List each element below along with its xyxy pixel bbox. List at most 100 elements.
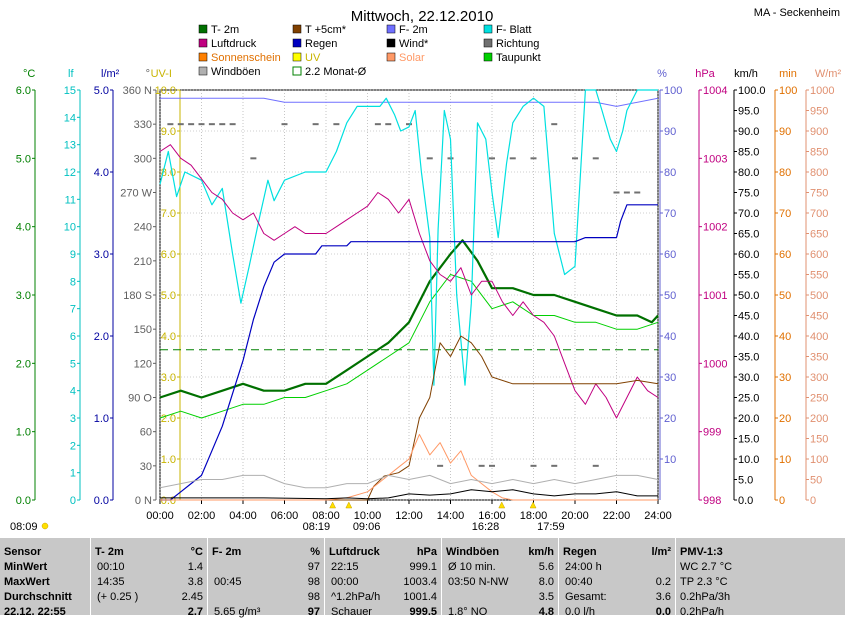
legend-swatch	[292, 66, 302, 76]
x-tick-label: 10:00	[354, 510, 382, 522]
axis-tick-label-right: 200	[810, 413, 828, 425]
axis-tick-label-right: 100.0	[738, 85, 766, 97]
axis-tick-label-right: 30.0	[738, 372, 759, 384]
x-tick-label: 02:00	[188, 510, 216, 522]
axis-unit-right: W/m²	[815, 68, 842, 80]
axis-tick-label-left: 90 O	[128, 393, 152, 405]
legend-swatch	[483, 38, 493, 48]
axis-tick-label-right: 999	[703, 427, 721, 439]
axis-tick-label-left: 8	[70, 276, 76, 288]
table-header-name: Windböen	[446, 546, 500, 558]
table-header: Windböen km/h	[442, 545, 558, 559]
series-line-f-blatt	[159, 89, 658, 386]
axis-tick-label-right: 900	[810, 126, 828, 138]
table-header-unit: °C	[190, 546, 203, 558]
axis-tick-label-right: 40.0	[738, 331, 759, 343]
axis-tick-label-right: 950	[810, 106, 828, 118]
sun-mark-label: 08:19	[303, 521, 331, 533]
axis-tick-label-right: 300	[810, 372, 828, 384]
axis-tick-label-right: 80	[664, 167, 676, 179]
table-cell-value: 3.8	[187, 576, 203, 588]
table-cell: Durchschnitt	[0, 590, 90, 604]
sun-mark-icon	[345, 501, 353, 509]
table-cell-value: 3.6	[655, 591, 671, 603]
legend-label: 2.2 Monat-Ø	[305, 66, 367, 78]
axis-tick-label-right: 20	[779, 413, 791, 425]
axis-tick-label-right: 10	[664, 454, 676, 466]
table-cell-value: 999.5	[409, 606, 437, 618]
direction-mark	[167, 123, 174, 126]
direction-mark	[478, 464, 485, 467]
x-tick-label: 00:00	[146, 510, 174, 522]
sun-mark-icon	[329, 501, 337, 509]
direction-mark	[229, 123, 236, 126]
direction-mark	[250, 157, 257, 160]
axis-unit-right: %	[657, 68, 667, 80]
axis-tick-label-left: 6.0	[161, 249, 176, 261]
table-header: Regen l/m²	[559, 545, 675, 559]
table-cell-detail: (+ 0.25 )	[97, 591, 139, 603]
axis-tick-label-right: 25.0	[738, 393, 759, 405]
weather-chart: Mittwoch, 22.12.2010 MA - Seckenheim T- 2m…	[10, 7, 842, 533]
legend-label: T +5cm*	[305, 24, 347, 36]
axis-tick-label-right: 800	[810, 167, 828, 179]
direction-mark	[385, 123, 392, 126]
direction-mark	[198, 123, 205, 126]
table-cell: MinWert	[0, 560, 90, 574]
legend-swatch	[292, 24, 302, 34]
axis-tick-label-right: 100	[810, 454, 828, 466]
axis-tick-label-left: 5	[70, 358, 76, 370]
table-cell: 1.8° NO 4.8	[442, 605, 558, 619]
axis-unit-left: °	[146, 68, 150, 80]
axis-tick-label-right: 60	[779, 249, 791, 261]
axis-tick-label-left: 4.0	[16, 222, 31, 234]
axis-tick-label-left: 240	[134, 222, 152, 234]
series-line-t-2m	[159, 239, 659, 399]
direction-mark	[489, 157, 495, 160]
axis-tick-label-left: 5.0	[94, 85, 109, 97]
direction-mark	[623, 191, 630, 194]
axis-tick-label-right: 10	[779, 454, 791, 466]
direction-mark	[634, 191, 641, 194]
direction-mark	[613, 191, 620, 194]
table-cell-detail: Ø 10 min.	[448, 561, 496, 573]
axis-tick-label-right: 60	[664, 249, 676, 261]
legend-swatch	[483, 52, 493, 62]
axis-tick-label-left: 6.0	[16, 85, 31, 97]
series-line-taupunkt	[159, 274, 659, 419]
axis-tick-label-left: 11	[65, 194, 76, 206]
table-cell-detail: 0.0 l/h	[565, 606, 595, 618]
series-line-f-2m	[160, 97, 659, 107]
axis-tick-label-right: 100	[779, 85, 797, 97]
axis-tick-label-right: 45.0	[738, 311, 759, 323]
x-tick-label: 16:00	[478, 510, 506, 522]
axis-tick-label-left: 2.0	[94, 331, 109, 343]
table-cell-value: 4.8	[538, 606, 554, 618]
axis-tick-label-right: 70	[779, 208, 791, 220]
x-tick-label: 20:00	[561, 510, 589, 522]
legend-label: Taupunkt	[496, 52, 541, 64]
legend-label: Sonnenschein	[211, 52, 281, 64]
table-column: Regen l/m² 24:00 h 00:40 0.2 Gesamt: 3.6 0.0 l/…	[558, 538, 675, 618]
legend-swatch	[386, 24, 396, 34]
direction-mark	[530, 464, 537, 467]
axis-unit-right: km/h	[734, 68, 758, 80]
chart-title: Mittwoch, 22.12.2010	[351, 8, 494, 25]
axis-tick-label-right: 1003	[703, 153, 727, 165]
axis-tick-label-right: 0.0	[738, 495, 753, 507]
axis-tick-label-right: 400	[810, 331, 828, 343]
direction-mark	[281, 123, 288, 126]
direction-mark	[219, 123, 226, 126]
axis-tick-label-left: 330	[134, 119, 152, 131]
axis-tick-label-right: 80.0	[738, 167, 759, 179]
table-column: PMV-1:3 WC 2.7 °C TP 2.3 °C 0.2hPa/3h 0.2hPa…	[675, 538, 792, 618]
table-cell: ^1.2hPa/h 1001.4	[325, 590, 441, 604]
table-cell-value: 98	[307, 591, 320, 603]
table-cell-value: 98	[307, 576, 320, 588]
axis-tick-label-left: 5.0	[161, 290, 176, 302]
axis-tick-label-left: 3.0	[16, 290, 31, 302]
axis-tick-label-right: 20	[664, 413, 676, 425]
legend-label: Solar	[399, 52, 425, 64]
sun-mark-label: 09:06	[353, 521, 381, 533]
axis-tick-label-left: 1.0	[16, 427, 31, 439]
